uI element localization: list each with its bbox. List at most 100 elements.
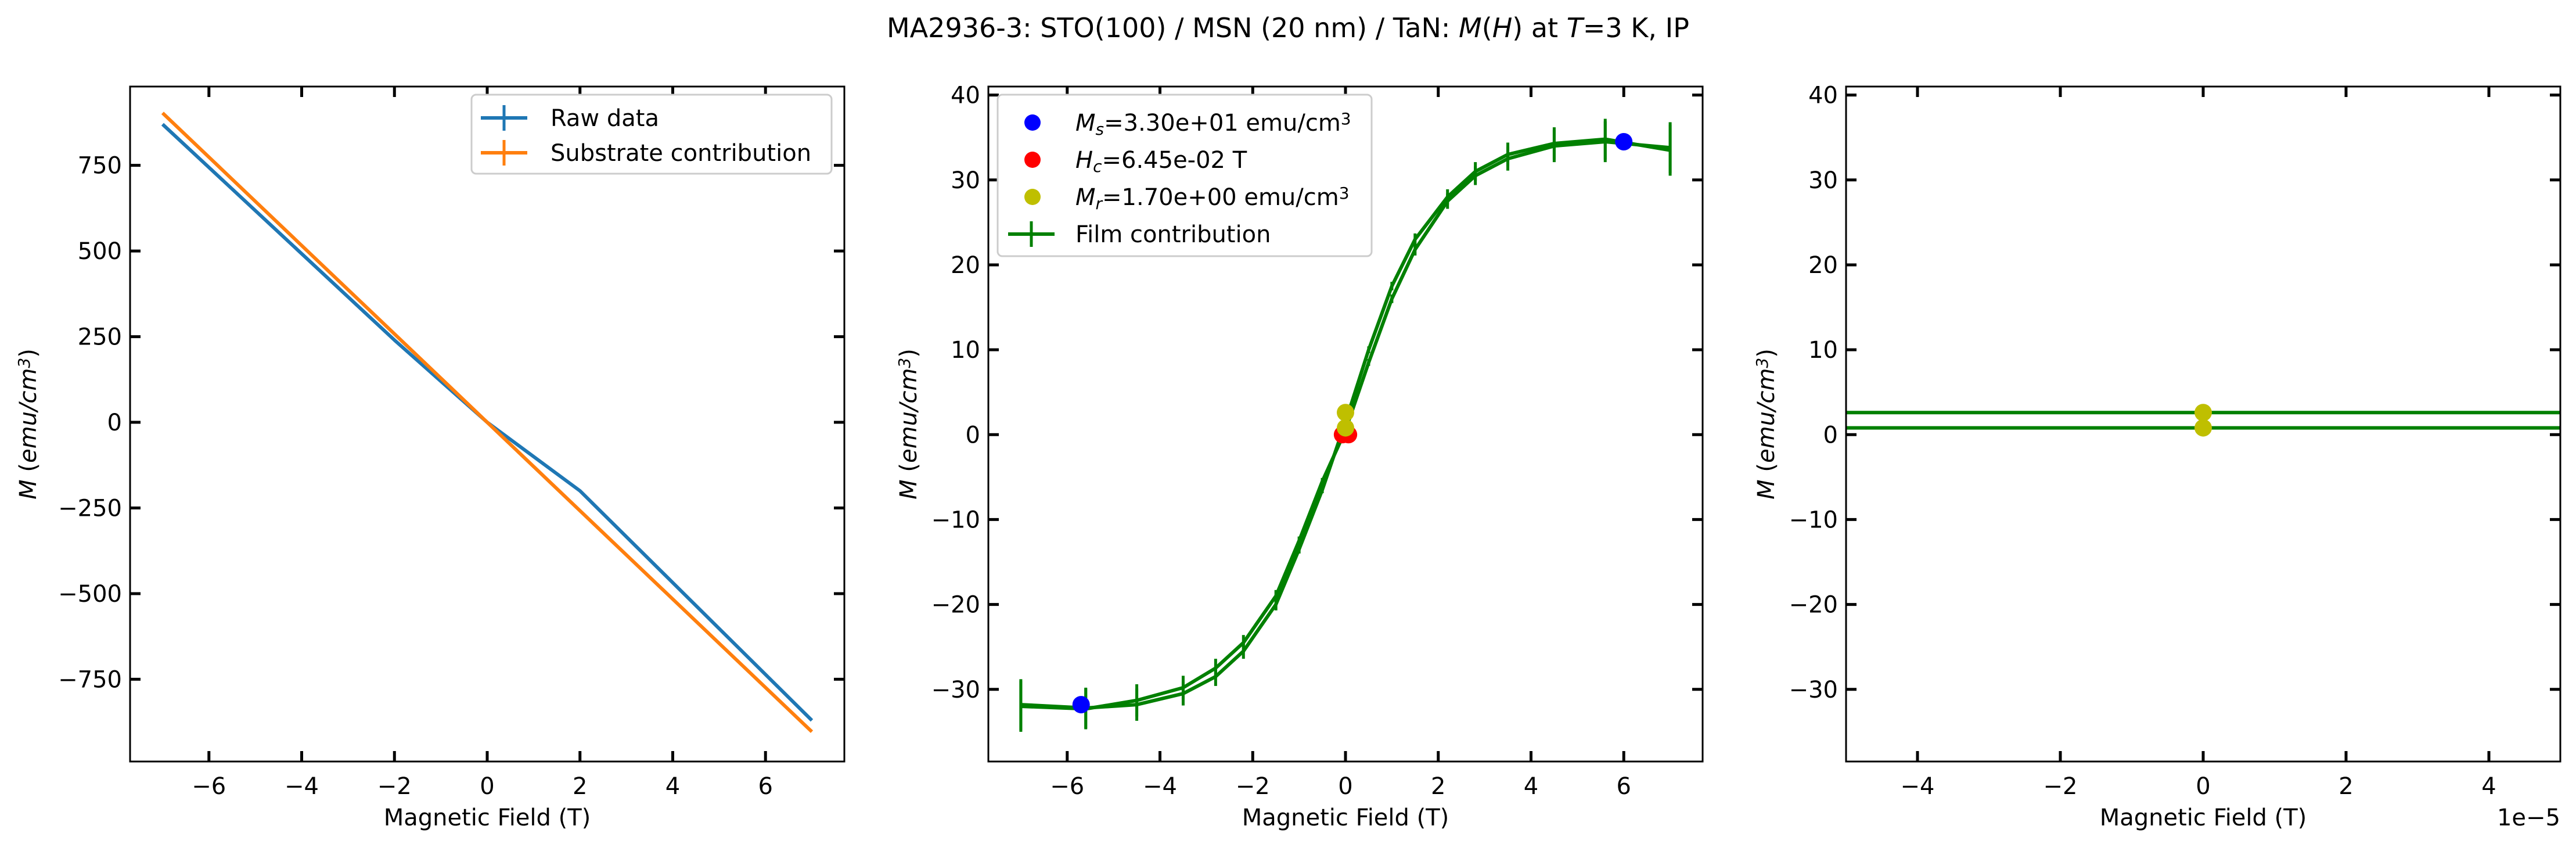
text-part: (: [15, 463, 42, 479]
figure-title: MA2936-3: STO(100) / MSN (20 nm) / TaN: …: [887, 12, 1689, 44]
y-axis-label: M (emu/cm3): [15, 349, 42, 500]
legend-frame: [996, 94, 1373, 257]
y-tick-label: 20: [951, 252, 980, 279]
series-line: [161, 112, 814, 733]
text-part: MA2936-3: STO(100) / MSN (20 nm) / TaN:: [887, 12, 1459, 44]
legend-marker: [1024, 189, 1041, 205]
y-tick-label: −250: [58, 495, 122, 522]
y-tick-label: 30: [1808, 167, 1838, 194]
text-part: 3: [895, 358, 914, 368]
text-part: s: [1096, 120, 1104, 139]
text-part: H: [1075, 147, 1093, 174]
marker-ms: [1072, 696, 1090, 714]
x-tick-label: 4: [665, 773, 680, 800]
text-part: ): [895, 349, 922, 358]
plot-area: [1019, 118, 1672, 732]
x-tick-label: 2: [1431, 773, 1445, 800]
x-tick-label: −4: [1143, 773, 1177, 800]
text-part: Film contribution: [1075, 221, 1271, 248]
x-tick-label: 4: [2481, 773, 2496, 800]
x-tick-label: 4: [1524, 773, 1538, 800]
x-axis-label: Magnetic Field (T): [384, 805, 591, 831]
legend-frame: [470, 94, 833, 175]
y-tick-label: −30: [931, 677, 980, 703]
marker-mr: [1337, 404, 1354, 422]
x-tick-label: −6: [192, 773, 226, 800]
x-tick-label: 6: [758, 773, 772, 800]
text-part: H: [1492, 12, 1513, 44]
subplot-1: −6 −4 −2 0 2 4 6 −750 −500 −250 0 250 500 750 Magnetic…: [15, 85, 846, 831]
x-tick-label: 0: [2196, 773, 2210, 800]
marker-ms: [1615, 133, 1633, 151]
x-tick-label: 2: [573, 773, 587, 800]
plot-area: [161, 112, 814, 733]
y-tick-label: 0: [107, 410, 122, 436]
x-tick-label: −4: [1901, 773, 1935, 800]
legend-label: Mr=1.70e+00 emu/cm3: [1075, 184, 1350, 213]
y-tick-label: −750: [58, 666, 122, 693]
x-tick-label: 2: [2338, 773, 2353, 800]
text-part: 3: [1341, 109, 1351, 128]
x-tick-label: 6: [1616, 773, 1631, 800]
text-part: r: [1096, 194, 1103, 213]
y-tick-label: 10: [951, 337, 980, 364]
y-tick-label: 0: [966, 422, 980, 448]
legend-label: Substrate contribution: [551, 140, 811, 167]
text-part: (: [1753, 463, 1780, 479]
legend: Raw data Substrate contribution: [470, 94, 833, 175]
x-tick-label: −2: [2043, 773, 2078, 800]
y-tick-label: 30: [951, 167, 980, 194]
x-axis-label: Magnetic Field (T): [2100, 805, 2307, 831]
text-part: ): [15, 349, 42, 358]
y-tick-label: 40: [951, 82, 980, 109]
y-tick-label: 20: [1808, 252, 1838, 279]
text-part: M: [1753, 479, 1780, 500]
y-tick-label: −30: [1789, 677, 1838, 703]
text-part: 3: [1339, 184, 1350, 203]
text-part: c: [1093, 157, 1102, 176]
y-tick-label: 250: [78, 324, 122, 351]
y-tick-label: 750: [78, 153, 122, 179]
text-part: emu/cm: [1753, 368, 1780, 463]
y-tick-label: 10: [1808, 337, 1838, 364]
y-tick-label: −500: [58, 581, 122, 608]
marker-mr: [1337, 419, 1354, 437]
x-tick-label: −2: [377, 773, 412, 800]
x-tick-label: 0: [480, 773, 494, 800]
y-tick-label: −20: [1789, 592, 1838, 619]
text-part: (: [1482, 12, 1492, 44]
text-part: =1.70e+00 emu/cm: [1102, 184, 1339, 211]
text-part: =3 K, IP: [1583, 12, 1689, 44]
text-part: ) at: [1512, 12, 1566, 44]
text-part: M: [1459, 12, 1482, 44]
x-axis-label: Magnetic Field (T): [1242, 805, 1449, 831]
text-part: M: [1075, 184, 1096, 211]
text-part: M: [1075, 110, 1096, 137]
y-tick-label: −10: [931, 507, 980, 533]
text-part: (: [895, 463, 922, 479]
text-part: M: [15, 479, 42, 500]
marker-mr: [2194, 404, 2212, 422]
text-part: emu/cm: [15, 368, 42, 463]
text-part: T: [1567, 12, 1585, 44]
x-tick-label: −6: [1050, 773, 1084, 800]
y-tick-label: −20: [931, 592, 980, 619]
text-part: 3: [15, 358, 34, 368]
x-tick-label: −2: [1236, 773, 1270, 800]
x-tick-label: −4: [285, 773, 319, 800]
text-part: 3: [1753, 358, 1772, 368]
text-part: =3.30e+01 emu/cm: [1104, 110, 1341, 137]
x-offset-label: 1e−5: [2497, 805, 2560, 831]
legend-marker: [1024, 152, 1041, 168]
y-tick-label: 500: [78, 238, 122, 265]
legend-label: Hc=6.45e-02 T: [1075, 147, 1247, 176]
text-part: emu/cm: [895, 368, 922, 463]
y-tick-label: 40: [1808, 82, 1838, 109]
y-tick-label: −10: [1789, 507, 1838, 533]
text-part: M: [895, 479, 922, 500]
legend-label: Ms=3.30e+01 emu/cm3: [1075, 109, 1351, 139]
